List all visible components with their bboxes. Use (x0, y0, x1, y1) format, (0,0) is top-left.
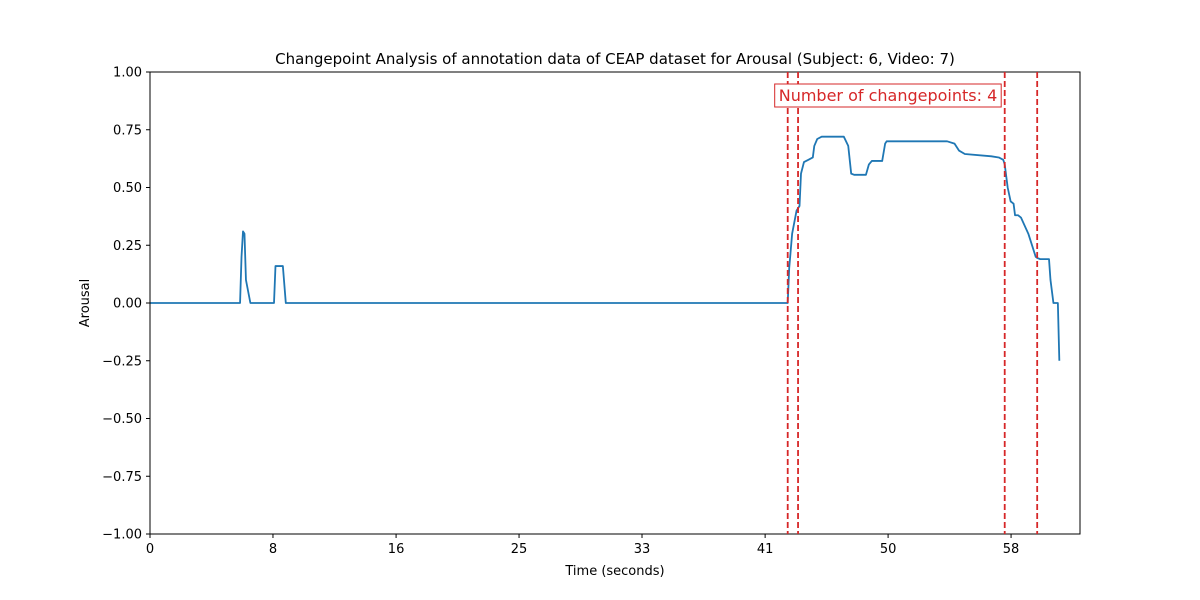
y-tick-label: 0.00 (113, 297, 142, 312)
y-tick-label: −1.00 (102, 528, 142, 543)
y-tick-label: 1.00 (113, 66, 142, 81)
chart-title: Changepoint Analysis of annotation data … (275, 50, 955, 68)
changepoint-count-box (774, 83, 1002, 108)
x-tick-label: 25 (511, 542, 528, 557)
y-tick-label: −0.50 (102, 412, 142, 427)
x-tick-label: 8 (269, 542, 277, 557)
x-tick-label: 33 (634, 542, 651, 557)
series-line-0 (150, 135, 1061, 361)
plot-area (150, 135, 1061, 361)
x-tick-label: 16 (388, 542, 405, 557)
y-tick-label: 0.25 (113, 239, 142, 254)
y-tick-label: −0.25 (102, 354, 142, 369)
x-tick-label: 58 (1003, 542, 1020, 557)
changepoint-count-label: Number of changepoints: 4 (779, 86, 998, 105)
x-tick-label: 0 (146, 542, 154, 557)
y-tick-label: −0.75 (102, 470, 142, 485)
x-tick-label: 41 (757, 542, 774, 557)
x-tick-label: 50 (880, 542, 897, 557)
annotation-layer: Number of changepoints: 4 (774, 72, 1039, 534)
x-axis-label: Time (seconds) (564, 564, 664, 579)
y-tick-label: 0.50 (113, 181, 142, 196)
x-axis: 0 8 16 25 33 41 50 58 (146, 534, 1019, 557)
y-axis-label: Arousal (78, 279, 93, 328)
y-tick-label: 0.75 (113, 123, 142, 138)
y-axis: −1.00 −0.75 −0.50 −0.25 0.00 0.25 0.50 0.75 1.00 (102, 66, 150, 543)
